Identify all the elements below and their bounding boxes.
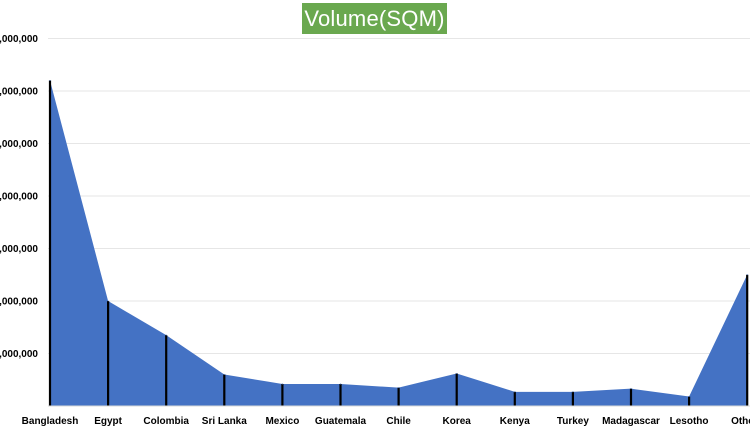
- x-tick-label: Lesotho: [670, 416, 709, 427]
- data-point: [746, 274, 748, 276]
- data-point: [223, 374, 225, 375]
- data-point: [514, 391, 516, 393]
- x-tick-label: Korea: [443, 416, 472, 427]
- data-point: [165, 334, 167, 336]
- x-tick-label: Others: [731, 416, 750, 427]
- chart-title: Volume(SQM): [302, 3, 447, 34]
- x-tick-label: Chile: [386, 416, 411, 427]
- data-point: [281, 383, 283, 385]
- x-tick-label: Guatemala: [315, 416, 367, 427]
- data-point: [688, 396, 690, 398]
- data-point: [572, 391, 574, 393]
- x-tick-label: Mexico: [265, 416, 299, 427]
- data-point: [456, 372, 458, 374]
- y-tick-label: ,000,000: [0, 297, 38, 308]
- x-tick-label: Turkey: [557, 416, 589, 427]
- y-tick-label: ,000,000: [0, 244, 38, 255]
- x-tick-label: Kenya: [500, 416, 530, 427]
- data-point: [630, 388, 632, 390]
- x-tick-label: Colombia: [143, 416, 189, 427]
- y-tick-label: ,000,000: [0, 349, 38, 360]
- y-tick-label: ,000,000: [0, 87, 38, 98]
- x-tick-label: Egypt: [94, 416, 122, 427]
- area-series: [50, 80, 748, 406]
- data-point: [398, 387, 400, 389]
- y-tick-label: ,000,000: [0, 34, 38, 45]
- x-tick-label: Madagascar: [602, 416, 660, 427]
- y-tick-label: ,000,000: [0, 192, 38, 203]
- x-tick-label: Bangladesh: [22, 416, 79, 427]
- x-tick-label: Sri Lanka: [202, 416, 247, 427]
- y-tick-label: ,000,000: [0, 139, 38, 150]
- data-point: [340, 383, 341, 385]
- data-point: [107, 300, 109, 302]
- data-point: [49, 80, 51, 81]
